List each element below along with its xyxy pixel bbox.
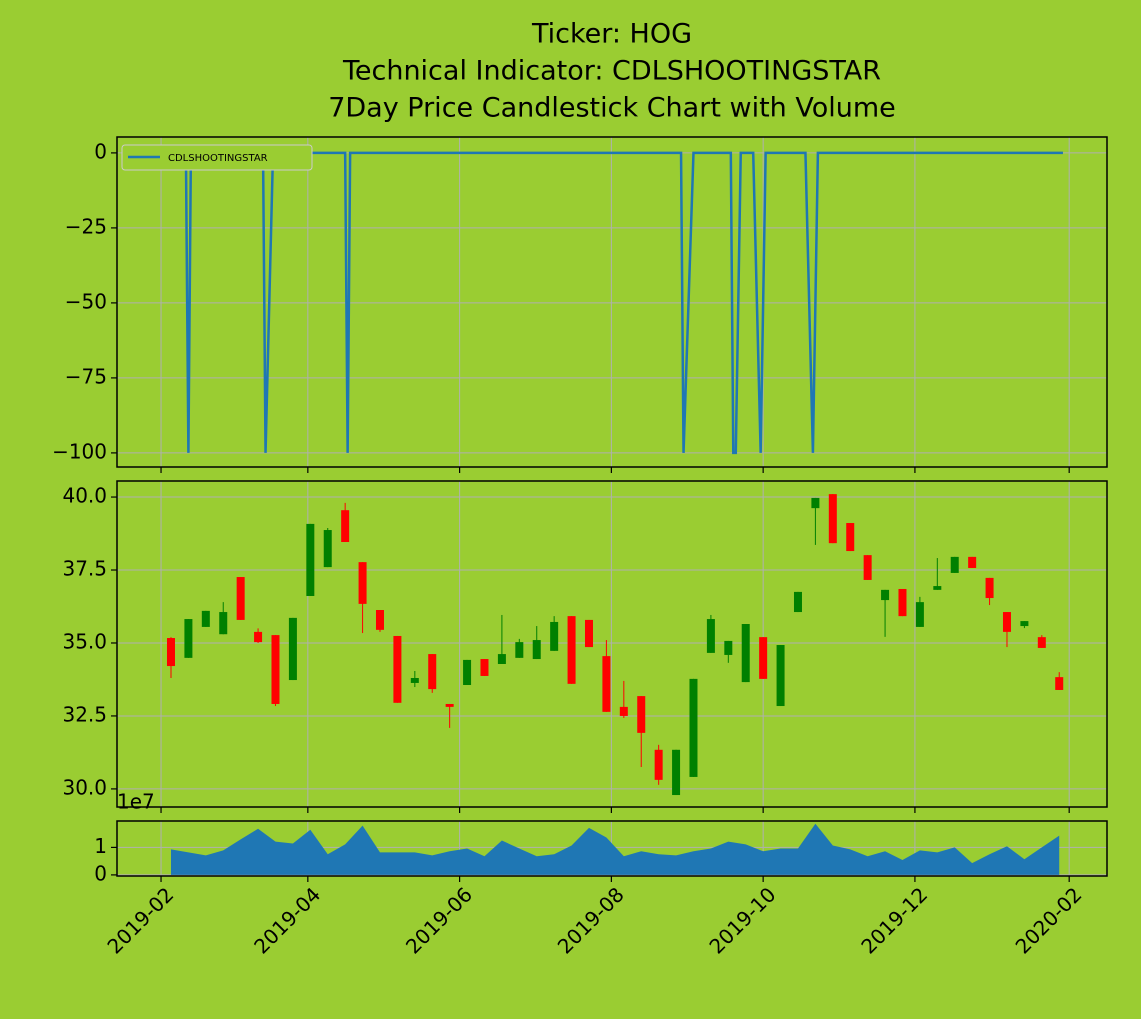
candle-body <box>410 678 419 683</box>
axes-frame <box>116 820 1108 877</box>
candle-body <box>254 631 263 643</box>
candle-body <box>863 555 872 580</box>
candle-body <box>463 659 472 686</box>
y-tick-label: −50 <box>65 289 107 313</box>
candle-body <box>741 624 750 683</box>
candle-body <box>515 642 524 658</box>
candle-body <box>950 556 959 573</box>
candle-body <box>236 577 245 620</box>
candle-body <box>445 703 454 707</box>
candle-body <box>288 617 297 681</box>
plot-clip <box>166 494 1064 796</box>
candle-body <box>306 523 315 596</box>
candle-body <box>933 586 942 590</box>
axes-frame <box>116 136 1108 468</box>
candle-body <box>532 640 541 660</box>
plot-clip <box>170 823 1060 875</box>
candle-body <box>689 678 698 777</box>
candle-body <box>497 654 506 664</box>
candle-body <box>672 749 681 796</box>
legend-label: CDLSHOOTINGSTAR <box>168 153 268 164</box>
plot-area <box>117 137 1107 467</box>
title-line: Ticker: HOG <box>531 19 692 50</box>
candle-body <box>271 635 280 704</box>
legend-box <box>121 144 313 171</box>
x-tick-label: 2019-02 <box>102 882 178 958</box>
y-tick-label: 37.5 <box>62 557 107 581</box>
candle-body <box>1055 677 1064 690</box>
x-tick-label: 2019-10 <box>705 882 781 958</box>
y-tick-label: 0 <box>94 139 107 163</box>
candle-body <box>166 638 175 667</box>
candle-body <box>602 656 611 712</box>
candle-body <box>793 591 802 613</box>
candle-body <box>619 706 628 716</box>
y-tick-label: 1 <box>94 834 107 858</box>
candle-body <box>219 612 228 635</box>
y-tick-label: 32.5 <box>62 702 107 726</box>
y-tick-label: 30.0 <box>62 775 107 799</box>
candle-body <box>846 523 855 552</box>
axes-frame <box>116 480 1108 808</box>
y-tick-label: 35.0 <box>62 629 107 653</box>
title-line: Technical Indicator: CDLSHOOTINGSTAR <box>342 56 881 87</box>
candle-body <box>1037 637 1046 648</box>
x-tick-label: 2019-12 <box>856 882 932 958</box>
x-tick-label: 2019-04 <box>249 882 325 958</box>
candle-body <box>898 588 907 617</box>
candle-body <box>968 556 977 568</box>
candle-body <box>1020 621 1029 627</box>
candle-body <box>828 494 837 544</box>
candle-body <box>1002 612 1011 632</box>
candle-body <box>341 510 350 542</box>
candle-body <box>811 497 820 509</box>
candle-body <box>550 621 559 651</box>
candle-body <box>323 530 332 568</box>
y-tick-label: −25 <box>65 214 107 238</box>
candle-body <box>480 659 489 676</box>
candle-body <box>428 654 437 690</box>
x-tick-label: 2020-02 <box>1011 882 1087 958</box>
candle-body <box>393 635 402 703</box>
offset-label: 1e7 <box>117 790 155 814</box>
y-tick-label: 40.0 <box>62 484 107 508</box>
candle-body <box>654 749 663 780</box>
candle-body <box>706 619 715 653</box>
candle-body <box>584 619 593 648</box>
candle-body <box>915 602 924 627</box>
candle-body <box>759 637 768 679</box>
y-tick-label: 0 <box>94 861 107 885</box>
candle-body <box>184 619 193 658</box>
candle-body <box>776 645 785 707</box>
x-tick-label: 2019-08 <box>553 882 629 958</box>
candle-body <box>985 577 994 599</box>
plot-area <box>117 481 1107 807</box>
y-tick-label: −75 <box>65 364 107 388</box>
x-tick-label: 2019-06 <box>401 882 477 958</box>
candle-body <box>201 610 210 627</box>
volume-area <box>170 823 1060 875</box>
candle-body <box>567 616 576 684</box>
candle-body <box>637 696 646 733</box>
candle-body <box>375 609 384 630</box>
candle-body <box>724 640 733 655</box>
candle-body <box>358 562 367 604</box>
y-tick-label: −100 <box>52 439 107 463</box>
candle-body <box>881 589 890 601</box>
title-line: 7Day Price Candlestick Chart with Volume <box>328 93 896 124</box>
